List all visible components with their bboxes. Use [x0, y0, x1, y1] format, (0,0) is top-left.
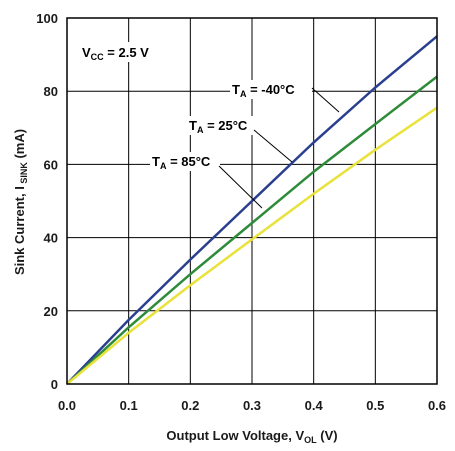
- y-tick-labels: 0 20 40 60 80 100: [36, 11, 58, 392]
- series-line-0: [66, 35, 438, 385]
- series-line-2: [66, 106, 438, 385]
- leader-line-minus40: [311, 87, 340, 113]
- x-tick-label: 0.2: [181, 398, 199, 413]
- y-tick-label: 60: [44, 157, 58, 172]
- leader-line-25: [253, 129, 293, 163]
- leader-line-85: [218, 165, 263, 209]
- x-tick-label: 0.1: [120, 398, 138, 413]
- y-tick-label: 20: [44, 304, 58, 319]
- x-tick-label: 0.5: [366, 398, 384, 413]
- y-tick-label: 0: [51, 377, 58, 392]
- series-label-25: TA = 25°C: [189, 118, 248, 135]
- x-tick-label: 0.3: [243, 398, 261, 413]
- y-axis-title: Sink Current, I SINK (mA): [12, 129, 29, 275]
- series-line-1: [66, 75, 438, 385]
- y-tick-label: 100: [36, 11, 58, 26]
- series-label-85: TA = 85°C: [152, 154, 211, 171]
- x-tick-label: 0.6: [428, 398, 446, 413]
- label-bg-minus40: [230, 80, 312, 99]
- x-tick-label: 0.0: [58, 398, 76, 413]
- series-layer: [66, 35, 438, 385]
- label-bg-25: [187, 116, 257, 135]
- series-label-minus40: TA = -40°C: [232, 82, 295, 99]
- plot-frame: [66, 17, 438, 385]
- x-axis-title: Output Low Voltage, VOL (V): [166, 428, 337, 445]
- y-tick-label: 80: [44, 84, 58, 99]
- condition-label-bg: [80, 42, 162, 62]
- label-bg-85: [150, 152, 220, 171]
- x-tick-label: 0.4: [305, 398, 324, 413]
- condition-label: VCC = 2.5 V: [82, 45, 149, 62]
- y-tick-label: 40: [44, 231, 58, 246]
- x-tick-labels: 0.0 0.1 0.2 0.3 0.4 0.5 0.6: [58, 398, 446, 413]
